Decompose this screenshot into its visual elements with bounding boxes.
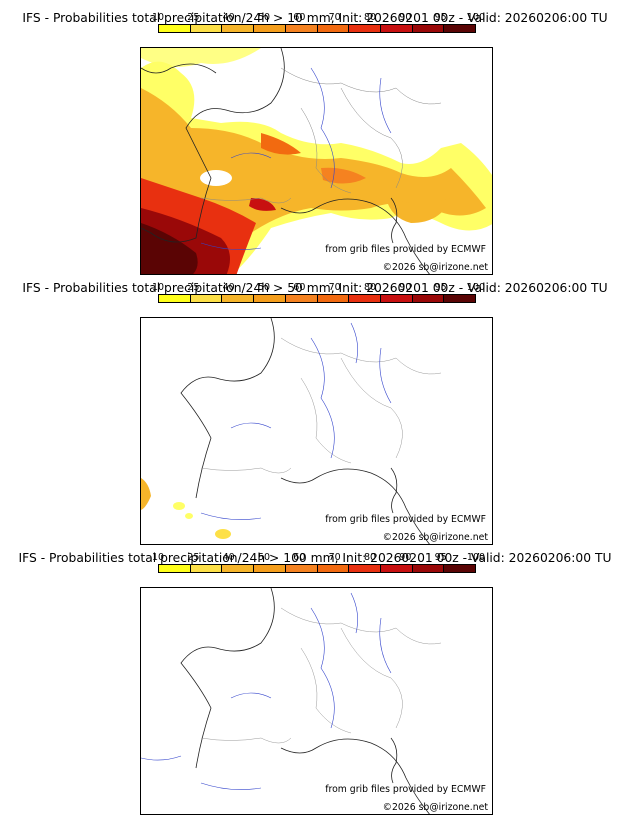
colorbar-swatch <box>349 25 381 32</box>
precipitation-map: from grib files provided by ECMWF ©2026 … <box>140 587 493 815</box>
colorbar-tick-label: 10 <box>151 552 165 563</box>
colorbar-swatch <box>222 295 255 302</box>
colorbar-swatch <box>285 25 318 32</box>
colorbar-swatch <box>349 295 381 302</box>
copyright-credit: ©2026 sb@irizone.net <box>382 532 488 543</box>
colorbar-swatch <box>444 295 476 302</box>
colorbar-tick-label: 100 <box>466 12 486 23</box>
colorbar-swatch <box>380 295 413 302</box>
colorbar-tick-label: 95 <box>434 282 447 293</box>
colorbar-tick-label: 25 <box>187 282 200 293</box>
precipitation-map: from grib files provided by ECMWF ©2026 … <box>140 47 493 275</box>
colorbar-tick-label: 100 <box>466 282 486 293</box>
rivers <box>200 322 392 520</box>
colorbar <box>158 24 476 33</box>
colorbar-tick-label: 40 <box>222 282 235 293</box>
colorbar-swatch <box>254 295 286 302</box>
colorbar-tick-label: 90 <box>399 12 412 23</box>
colorbar-swatch <box>285 565 318 572</box>
colorbar-tick-label: 95 <box>434 12 447 23</box>
colorbar-tick-label: 50 <box>257 552 271 563</box>
colorbar-swatch <box>159 25 191 32</box>
colorbar-swatch <box>380 565 413 572</box>
colorbar-swatch <box>444 565 476 572</box>
colorbar-tick-label: 70 <box>328 282 341 293</box>
colorbar-swatch <box>349 565 381 572</box>
rivers <box>200 67 392 250</box>
copyright-credit: ©2026 sb@irizone.net <box>382 802 488 813</box>
colorbar <box>158 294 476 303</box>
panel-title: IFS - Probabilities total precipitation/… <box>22 11 608 25</box>
colorbar-swatch <box>222 565 255 572</box>
colorbar-swatch <box>317 295 350 302</box>
colorbar-tick-label: 70 <box>328 12 341 23</box>
colorbar-swatch <box>159 295 191 302</box>
colorbar-swatch <box>190 25 223 32</box>
colorbar-swatch <box>412 25 445 32</box>
colorbar-tick-label: 90 <box>399 552 412 563</box>
rivers <box>141 592 392 790</box>
colorbar-swatch <box>317 25 350 32</box>
data-source-credit: from grib files provided by ECMWF <box>325 244 486 255</box>
colorbar-tick-label: 40 <box>222 12 235 23</box>
colorbar-swatch <box>412 565 445 572</box>
copyright-credit: ©2026 sb@irizone.net <box>382 262 488 273</box>
panel-title: IFS - Probabilities total precipitation/… <box>18 551 612 565</box>
colorbar-swatch <box>317 565 350 572</box>
colorbar-swatch <box>222 25 255 32</box>
colorbar-swatch <box>159 565 191 572</box>
colorbar-swatch <box>285 295 318 302</box>
map-panel-100mm: IFS - Probabilities total precipitation/… <box>0 540 630 816</box>
colorbar-tick-label: 25 <box>187 12 200 23</box>
colorbar-swatch <box>190 295 223 302</box>
probability-shading <box>141 48 492 274</box>
colorbar-swatch <box>254 25 286 32</box>
colorbar-tick-label: 90 <box>399 282 412 293</box>
colorbar-tick-label: 70 <box>328 552 341 563</box>
colorbar-tick-label: 100 <box>466 552 486 563</box>
colorbar-swatch <box>380 25 413 32</box>
colorbar-tick-label: 80 <box>363 12 377 23</box>
colorbar-tick-label: 60 <box>293 282 306 293</box>
colorbar-tick-label: 50 <box>257 12 271 23</box>
colorbar-tick-label: 10 <box>151 282 165 293</box>
borders <box>200 67 442 204</box>
colorbar-tick-label: 10 <box>151 12 165 23</box>
coastlines <box>180 588 430 814</box>
colorbar-tick-label: 40 <box>222 552 235 563</box>
colorbar-swatch <box>190 565 223 572</box>
coastlines <box>180 318 430 544</box>
colorbar-tick-label: 80 <box>363 282 377 293</box>
colorbar-tick-label: 80 <box>363 552 377 563</box>
data-source-credit: from grib files provided by ECMWF <box>325 784 486 795</box>
precipitation-map: from grib files provided by ECMWF ©2026 … <box>140 317 493 545</box>
colorbar-swatch <box>254 565 286 572</box>
colorbar-swatch <box>444 25 476 32</box>
colorbar-swatch <box>412 295 445 302</box>
panel-title: IFS - Probabilities total precipitation/… <box>22 281 608 295</box>
borders <box>200 337 442 474</box>
map-panel-10mm: IFS - Probabilities total precipitation/… <box>0 0 630 276</box>
borders <box>200 607 442 744</box>
colorbar-tick-label: 60 <box>293 12 306 23</box>
colorbar-tick-label: 25 <box>187 552 200 563</box>
colorbar-tick-label: 95 <box>434 552 447 563</box>
probability-shading <box>141 478 231 539</box>
data-source-credit: from grib files provided by ECMWF <box>325 514 486 525</box>
colorbar-tick-label: 50 <box>257 282 271 293</box>
colorbar-tick-label: 60 <box>293 552 306 563</box>
coastlines <box>141 48 430 274</box>
map-panel-50mm: IFS - Probabilities total precipitation/… <box>0 270 630 546</box>
colorbar <box>158 564 476 573</box>
